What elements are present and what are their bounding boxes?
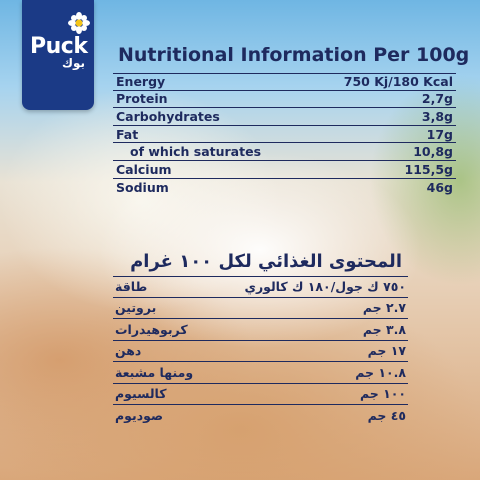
row-label: بروتين: [115, 300, 157, 316]
table-row: of which saturates 10,8g: [113, 143, 456, 161]
row-value: ١٠٠ جم: [359, 386, 406, 402]
row-value: 17g: [426, 126, 453, 142]
daisy-flower-icon: [68, 12, 90, 34]
row-label: of which saturates: [130, 144, 262, 160]
table-row: دهن ١٧ جم: [113, 341, 408, 362]
row-value: 2,7g: [421, 91, 453, 107]
arabic-nutrition-table: طاقة ٧٥٠ ك جول/١٨٠ ك كالوري بروتين ٢.٧ ج…: [113, 276, 408, 427]
row-value: 3,8g: [421, 108, 453, 124]
row-label: كالسيوم: [115, 386, 167, 402]
table-row: Fat 17g: [113, 126, 456, 144]
table-row: Protein 2,7g: [113, 91, 456, 109]
row-value: 750 Kj/180 Kcal: [343, 74, 453, 90]
row-value: ٧٥٠ ك جول/١٨٠ ك كالوري: [244, 279, 406, 295]
table-row: طاقة ٧٥٠ ك جول/١٨٠ ك كالوري: [113, 276, 408, 298]
english-nutrition-table: Energy 750 Kj/180 Kcal Protein 2,7g Carb…: [113, 73, 456, 196]
brand-name: Puck: [30, 34, 88, 59]
brand-name-arabic: بوك: [62, 56, 86, 70]
brand-logo: Puck بوك: [22, 0, 94, 110]
table-row: Calcium 115,5g: [113, 161, 456, 179]
row-label: Carbohydrates: [116, 108, 220, 124]
arabic-title: المحتوى الغذائي لكل ١٠٠ غرام: [130, 251, 402, 272]
table-row: Sodium 46g: [113, 179, 456, 197]
row-label: طاقة: [115, 279, 148, 295]
row-label: دهن: [115, 343, 142, 359]
row-value: ٢.٧ جم: [362, 300, 406, 316]
table-row: بروتين ٢.٧ جم: [113, 298, 408, 319]
english-title: Nutritional Information Per 100g: [118, 44, 470, 66]
table-row: ومنها مشبعة ١٠.٨ جم: [113, 362, 408, 384]
table-row: Energy 750 Kj/180 Kcal: [113, 73, 456, 91]
row-value: ١٠.٨ جم: [355, 364, 406, 380]
row-value: ١٧ جم: [367, 343, 406, 359]
row-label: Protein: [116, 91, 168, 107]
row-value: 46g: [426, 179, 453, 195]
row-label: ومنها مشبعة: [115, 364, 194, 380]
table-row: كربوهيدرات ٣.٨ جم: [113, 319, 408, 341]
table-row: كالسيوم ١٠٠ جم: [113, 384, 408, 405]
row-label: Calcium: [116, 161, 172, 177]
row-label: Energy: [116, 74, 166, 90]
table-row: صوديوم ٤٥ جم: [113, 405, 408, 427]
row-value: ٤٥ جم: [367, 408, 406, 424]
row-label: صوديوم: [115, 408, 164, 424]
row-label: Fat: [116, 126, 139, 142]
table-row: Carbohydrates 3,8g: [113, 108, 456, 126]
row-value: ٣.٨ جم: [362, 321, 406, 337]
row-value: 10,8g: [413, 144, 453, 160]
row-label: كربوهيدرات: [115, 321, 188, 337]
row-label: Sodium: [116, 179, 169, 195]
row-value: 115,5g: [404, 161, 454, 177]
